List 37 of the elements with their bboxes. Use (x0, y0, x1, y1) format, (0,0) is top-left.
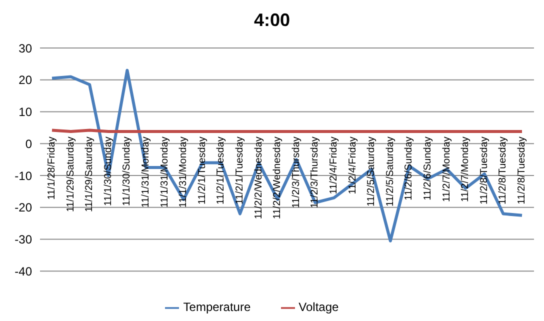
x-tick-label: 11/2/6/Sunday (422, 136, 434, 200)
y-tick-label: -10 (14, 168, 32, 183)
x-tick-label: 11/2/2/Wednesday (253, 136, 264, 220)
x-tick-label: 11/2/3/Thursday (290, 136, 302, 208)
x-tick-label: 11/2/8/Tuesday (498, 136, 509, 204)
y-tick-label: -30 (14, 232, 32, 247)
x-tick-label: 11/1/30/Sunday (102, 136, 114, 206)
x-tick-label: 11/1/31/Monday (159, 136, 170, 208)
x-tick-label: 11/2/6/Sunday (404, 136, 415, 200)
y-tick-label: 20 (18, 73, 32, 88)
x-tick-label: 11/1/28/Friday (46, 136, 58, 200)
x-tick-label: 11/2/5/Saturday (384, 136, 396, 206)
chart-title: 4:00 (252, 10, 292, 31)
y-tick-label: 10 (18, 105, 32, 120)
y-tick-label: -40 (14, 264, 32, 278)
x-tick-label: 11/1/29/Saturday (65, 136, 76, 212)
x-tick-label: 11/2/3/Thursday (310, 136, 321, 208)
x-tick-label: 11/2/1/Tuesday (196, 136, 208, 204)
x-tick-label: 11/2/8/Tuesday (478, 136, 490, 204)
y-tick-label: 30 (18, 41, 32, 56)
x-tick-label: 11/2/4/Friday (347, 136, 358, 194)
y-tick-label: 0 (25, 136, 32, 151)
x-tick-label: 11/2/2/Wednesday (272, 136, 284, 220)
x-tick-label: 11/2/5/Saturday (366, 136, 378, 206)
x-tick-label: 11/2/1/Tuesday (216, 136, 227, 204)
legend-label: Voltage (298, 300, 339, 314)
x-tick-label: 11/2/4/Friday (328, 136, 340, 194)
x-tick-label: 11/2/8/Tuesday (516, 136, 528, 204)
x-tick-label: 11/2/7/Monday (441, 136, 452, 202)
y-tick-label: -20 (14, 200, 32, 215)
x-tick-label: 11/1/31/Monday (178, 136, 190, 208)
legend-label: Temperature (183, 300, 251, 314)
x-tick-label: 11/1/31/Monday (140, 136, 152, 208)
x-tick-label: 11/2/1/Tuesday (234, 136, 246, 204)
x-tick-label: 11/1/29/Saturday (84, 136, 96, 212)
x-tick-label: 11/2/7/Monday (460, 136, 472, 202)
x-tick-label: 11/1/30/Sunday (122, 136, 133, 206)
